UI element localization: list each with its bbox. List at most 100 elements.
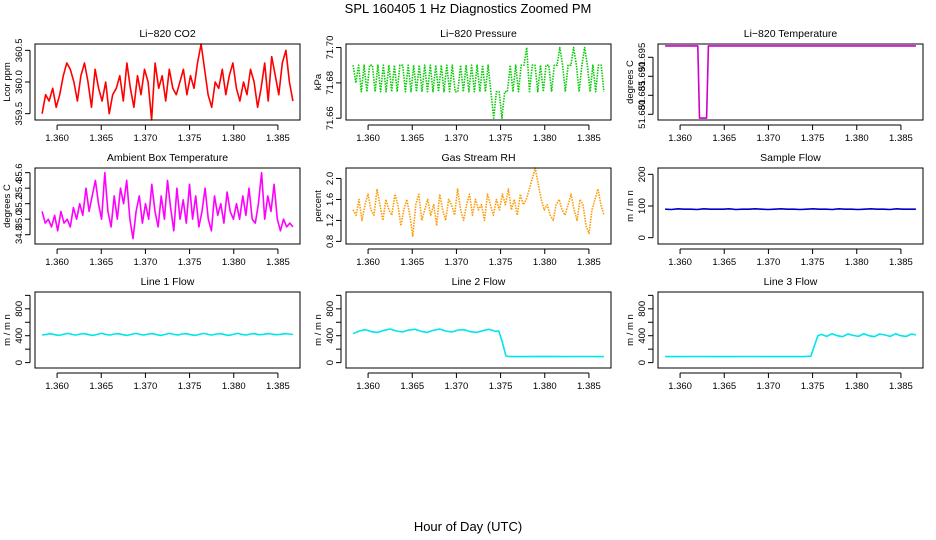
y-tick-label: 1.6 [325, 193, 336, 206]
panel-title: Ambient Box Temperature [107, 152, 228, 164]
y-tick-label: 0.8 [325, 235, 336, 248]
x-tick-label: 1.375 [801, 133, 825, 144]
x-tick-label: 1.380 [533, 133, 557, 144]
y-tick-label: 35.6 [14, 163, 25, 182]
x-tick-label: 1.360 [356, 133, 380, 144]
x-tick-label: 1.375 [489, 133, 513, 144]
x-tick-label: 1.370 [445, 133, 469, 144]
x-tick-label: 1.370 [134, 381, 158, 392]
x-tick-label: 1.375 [178, 381, 202, 392]
x-axis: 1.360 1.365 1.370 1.375 1.380 1.385 [668, 248, 913, 268]
x-tick-label: 1.360 [668, 381, 692, 392]
panel-sample_flow: Sample Flow 1.360 1.365 1.370 1.375 1.380 1.38… [625, 152, 924, 268]
plot-frame [34, 167, 301, 245]
y-tick-label: 35.4 [14, 179, 25, 198]
x-tick-label: 1.365 [712, 257, 736, 268]
y-axis: 0 400 800 [14, 294, 31, 365]
panel-line3: Line 3 Flow 1.360 1.365 1.370 1.375 1.380 1.38… [625, 276, 924, 392]
x-tick-label: 1.370 [445, 381, 469, 392]
x-tick-label: 1.385 [577, 381, 601, 392]
series-line [352, 46, 605, 119]
y-tick-label: 35.0 [14, 210, 25, 229]
y-tick-label: 71.66 [325, 106, 336, 130]
y-axis: 359.5 360.0 360.5 [14, 38, 31, 126]
x-tick-label: 1.365 [400, 133, 424, 144]
y-tick-label: 35.2 [14, 194, 25, 213]
x-axis: 1.360 1.365 1.370 1.375 1.380 1.385 [668, 124, 913, 144]
y-tick-label: 360.5 [14, 38, 25, 62]
y-axis: 0.8 1.2 1.6 2.0 [325, 172, 342, 248]
x-tick-label: 1.365 [712, 381, 736, 392]
x-tick-label: 1.375 [178, 257, 202, 268]
x-tick-label: 1.365 [89, 381, 113, 392]
x-tick-label: 1.370 [134, 133, 158, 144]
x-tick-label: 1.360 [45, 381, 69, 392]
x-tick-label: 1.360 [45, 133, 69, 144]
y-tick-label: 51.690 [637, 62, 648, 91]
y-axis: 0 100 200 [637, 166, 654, 240]
x-tick-label: 1.370 [134, 257, 158, 268]
panel-title: Line 2 Flow [452, 276, 506, 288]
y-axis-title: m / m n [313, 314, 324, 346]
panel-title: Gas Stream RH [441, 152, 515, 164]
x-axis: 1.360 1.365 1.370 1.375 1.380 1.385 [356, 248, 601, 268]
panel-line1: Line 1 Flow 1.360 1.365 1.370 1.375 1.380 1.38… [2, 276, 301, 392]
x-tick-label: 1.365 [400, 381, 424, 392]
y-axis-title: degrees C [2, 184, 13, 228]
y-tick-label: 400 [637, 328, 648, 344]
y-axis-title: percent [313, 190, 324, 222]
y-tick-label: 800 [637, 301, 648, 317]
x-tick-label: 1.380 [533, 257, 557, 268]
y-tick-label: 51.680 [637, 100, 648, 129]
y-tick-label: 71.70 [325, 36, 336, 60]
x-tick-label: 1.380 [845, 381, 869, 392]
y-tick-label: 51.695 [637, 43, 648, 72]
x-tick-label: 1.385 [266, 257, 290, 268]
y-tick-label: 0 [637, 360, 648, 365]
y-axis-title: m / m n [625, 314, 636, 346]
y-tick-label: 360.0 [14, 70, 25, 94]
y-tick-label: 0 [637, 235, 648, 240]
x-tick-label: 1.360 [668, 133, 692, 144]
y-tick-label: 800 [14, 301, 25, 317]
x-tick-label: 1.380 [222, 257, 246, 268]
y-tick-label: 51.685 [637, 81, 648, 110]
panel-line2: Line 2 Flow 1.360 1.365 1.370 1.375 1.380 1.38… [313, 276, 612, 392]
y-tick-label: 1.2 [325, 214, 336, 227]
x-axis: 1.360 1.365 1.370 1.375 1.380 1.385 [45, 248, 290, 268]
panel-rh: Gas Stream RH 1.360 1.365 1.370 1.375 1.380 1.… [313, 152, 612, 268]
x-tick-label: 1.380 [533, 381, 557, 392]
x-tick-label: 1.375 [489, 257, 513, 268]
y-axis-title: m / m n [2, 314, 13, 346]
x-tick-label: 1.365 [712, 133, 736, 144]
plot-frame [657, 291, 924, 369]
panel-title: Line 1 Flow [141, 276, 195, 288]
series-line [352, 328, 604, 358]
x-tick-label: 1.360 [45, 257, 69, 268]
panel-title: Li−820 Pressure [440, 28, 517, 40]
x-tick-label: 1.365 [400, 257, 424, 268]
x-tick-label: 1.385 [266, 381, 290, 392]
x-tick-label: 1.380 [222, 133, 246, 144]
y-tick-label: 200 [637, 166, 648, 182]
plot-frame [657, 43, 924, 121]
plot-frame [345, 43, 612, 121]
x-axis: 1.360 1.365 1.370 1.375 1.380 1.385 [668, 372, 913, 392]
figure-title: SPL 160405 1 Hz Diagnostics Zoomed PM [344, 1, 592, 16]
y-axis-title: kPa [313, 73, 324, 90]
plot-frame [657, 167, 924, 245]
series-line [41, 43, 294, 121]
y-axis: 0 400 800 [637, 294, 654, 365]
x-axis: 1.360 1.365 1.370 1.375 1.380 1.385 [356, 372, 601, 392]
y-axis: 71.66 71.68 71.70 [325, 36, 342, 130]
plot-frame [345, 167, 612, 245]
series-line [665, 45, 916, 119]
x-tick-label: 1.370 [445, 257, 469, 268]
y-tick-label: 34.8 [14, 225, 25, 244]
y-axis-title: m / m n [625, 190, 636, 222]
x-tick-label: 1.385 [889, 257, 913, 268]
x-tick-label: 1.360 [356, 257, 380, 268]
